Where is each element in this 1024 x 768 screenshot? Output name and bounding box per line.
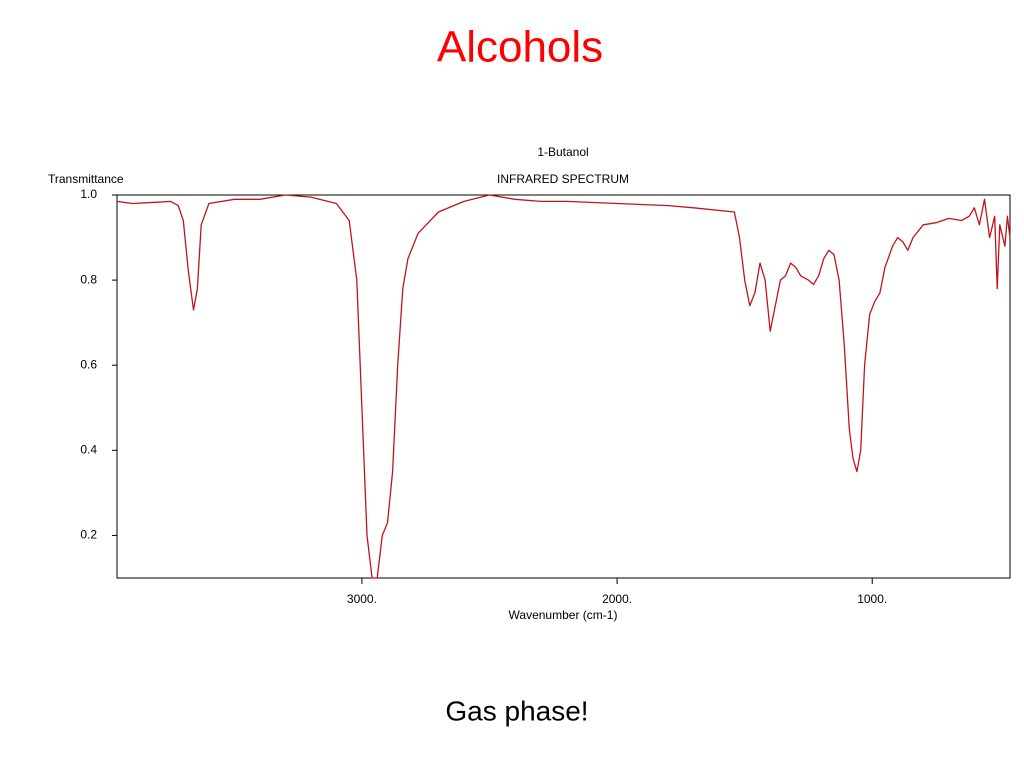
y-tick-label: 1.0 [80,187,97,201]
slide-title: Alcohols [437,23,603,72]
chart-subtitle: INFRARED SPECTRUM [497,172,629,186]
x-tick-label: 2000. [602,592,632,606]
x-axis-label: Wavenumber (cm-1) [509,608,618,622]
y-tick-label: 0.6 [80,357,97,371]
plot-frame [116,194,1011,579]
x-tick-label: 1000. [857,592,887,606]
y-tick-label: 0.4 [80,443,97,457]
y-tick-label: 0.2 [80,528,97,542]
chart-title: 1-Butanol [537,145,588,159]
spectrum-line [116,194,1011,579]
y-tick-label: 0.8 [80,272,97,286]
x-tick-label: 3000. [347,592,377,606]
caption: Gas phase! [445,695,588,726]
y-axis-label: Transmittance [48,172,124,186]
